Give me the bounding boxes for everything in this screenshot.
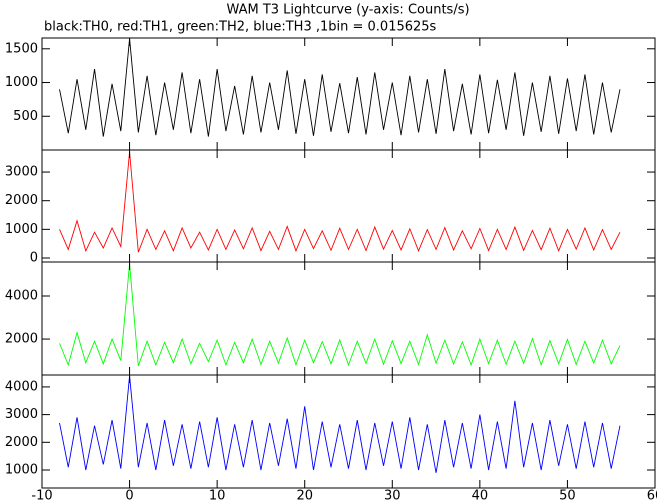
x-tick-label: -10 xyxy=(31,489,52,504)
light-curve xyxy=(59,38,621,137)
y-tick-label: 2000 xyxy=(5,435,38,450)
light-curve xyxy=(59,375,621,473)
y-tick-label: 3000 xyxy=(5,165,38,180)
x-tick-label: 20 xyxy=(296,489,313,504)
chart-title: WAM T3 Lightcurve (y-axis: Counts/s) xyxy=(226,3,469,18)
x-tick-label: 30 xyxy=(384,489,401,504)
y-tick-label: 0 xyxy=(30,250,38,265)
x-tick-label: 50 xyxy=(559,489,576,504)
x-tick-label: 0 xyxy=(125,489,133,504)
light-curve xyxy=(59,151,621,253)
light-curve xyxy=(59,263,621,367)
x-tick-label: 60 xyxy=(647,489,657,504)
y-tick-label: 1000 xyxy=(5,75,38,90)
y-tick-label: 3000 xyxy=(5,407,38,422)
y-tick-label: 4000 xyxy=(5,379,38,394)
y-tick-label: 2000 xyxy=(5,332,38,347)
y-tick-label: 1500 xyxy=(5,41,38,56)
y-tick-label: 1000 xyxy=(5,462,38,477)
chart-subtitle: black:TH0, red:TH1, green:TH2, blue:TH3 … xyxy=(44,20,437,35)
y-tick-label: 500 xyxy=(13,109,38,124)
panel-frame xyxy=(41,374,656,489)
y-tick-label: 2000 xyxy=(5,193,38,208)
y-tick-label: 4000 xyxy=(5,289,38,304)
x-tick-label: 10 xyxy=(209,489,226,504)
x-tick-label: 40 xyxy=(472,489,489,504)
y-tick-label: 1000 xyxy=(5,222,38,237)
